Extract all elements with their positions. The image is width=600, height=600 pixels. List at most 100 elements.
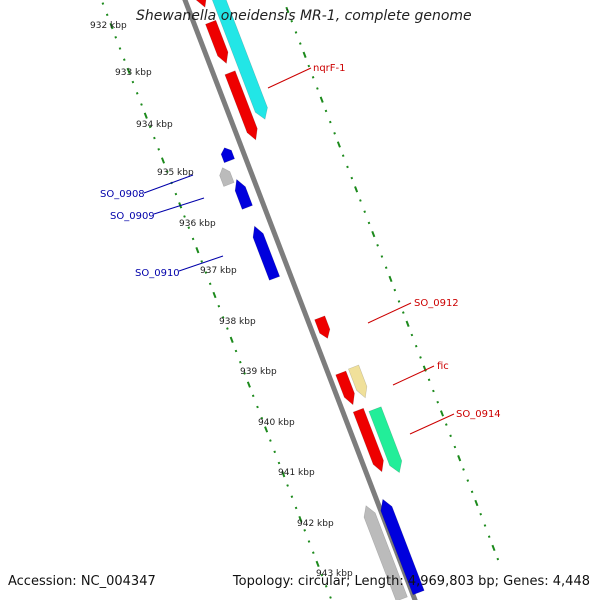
tick-mark bbox=[239, 360, 242, 364]
tick-mark bbox=[157, 148, 160, 151]
tick-mark bbox=[350, 176, 354, 180]
gene-arrow-forward bbox=[205, 19, 229, 64]
tick-mark bbox=[324, 109, 328, 113]
gene-label-leader bbox=[392, 365, 435, 386]
tick-mark bbox=[457, 455, 462, 462]
outer-tick-row bbox=[281, 0, 500, 561]
tick-mark bbox=[118, 47, 122, 50]
gene-label-leader bbox=[153, 197, 205, 215]
tick-mark bbox=[281, 471, 286, 478]
tick-mark bbox=[273, 450, 276, 454]
tick-mark bbox=[290, 19, 293, 23]
ruler-label: 942 kbp bbox=[297, 519, 334, 529]
tick-mark bbox=[226, 327, 229, 330]
gene-label-leader bbox=[178, 255, 224, 272]
tick-mark bbox=[277, 461, 281, 465]
tick-mark bbox=[445, 423, 448, 426]
tick-mark bbox=[101, 2, 105, 5]
tick-mark bbox=[191, 237, 195, 241]
tick-mark bbox=[483, 524, 487, 527]
tick-mark bbox=[402, 311, 405, 314]
tick-mark bbox=[354, 186, 359, 193]
ruler-label: 941 kbp bbox=[278, 468, 315, 478]
ruler-label: 940 kbp bbox=[258, 418, 295, 428]
tick-mark bbox=[126, 67, 131, 75]
tick-mark bbox=[114, 36, 117, 39]
tick-mark bbox=[414, 344, 418, 348]
tick-mark bbox=[302, 51, 307, 58]
accession-label: Accession: NC_004347 bbox=[8, 574, 156, 589]
tick-mark bbox=[388, 275, 393, 283]
tick-mark bbox=[208, 282, 212, 286]
tick-mark bbox=[341, 154, 345, 157]
gene-arrow-forward bbox=[314, 315, 331, 339]
tick-mark bbox=[410, 333, 414, 337]
tick-mark bbox=[312, 551, 315, 554]
tick-mark bbox=[376, 244, 379, 247]
tick-mark bbox=[251, 394, 255, 398]
gene-label-leader bbox=[367, 302, 412, 324]
ruler-label: 934 kbp bbox=[136, 120, 173, 130]
tick-mark bbox=[466, 479, 470, 482]
gene-arrow-reverse bbox=[219, 167, 235, 187]
gene-arrow-reverse bbox=[252, 225, 281, 281]
tick-mark bbox=[269, 439, 272, 442]
tick-mark bbox=[307, 64, 311, 68]
gene-label-leader bbox=[143, 174, 194, 194]
tick-mark bbox=[329, 120, 332, 124]
gene-label: SO_0912 bbox=[414, 298, 459, 309]
gene-label-leader bbox=[267, 67, 312, 89]
gene-arrow-reverse bbox=[234, 178, 253, 210]
ruler-label: 943 kbp bbox=[316, 569, 353, 579]
tick-mark bbox=[315, 560, 320, 568]
tick-mark bbox=[294, 506, 298, 510]
tick-mark bbox=[286, 484, 289, 487]
tick-mark bbox=[303, 529, 306, 532]
tick-mark bbox=[479, 512, 482, 516]
gene-label: SO_0908 bbox=[100, 189, 145, 200]
tick-mark bbox=[195, 247, 200, 254]
tick-mark bbox=[294, 31, 298, 34]
gene-arrow-forward bbox=[211, 0, 268, 120]
tick-mark bbox=[260, 416, 264, 420]
tick-mark bbox=[221, 316, 225, 319]
gene-arrow-forward bbox=[348, 364, 368, 399]
tick-mark bbox=[470, 490, 474, 494]
tick-mark bbox=[140, 103, 143, 106]
tick-mark bbox=[299, 42, 302, 45]
map-title: Shewanella oneidensis MR-1, complete gen… bbox=[136, 8, 472, 24]
tick-mark bbox=[246, 381, 251, 388]
tick-mark bbox=[256, 405, 259, 409]
tick-mark bbox=[319, 96, 324, 103]
tick-mark bbox=[359, 199, 362, 202]
gene-label-leader bbox=[409, 413, 455, 435]
gene-arrow-forward bbox=[335, 370, 355, 406]
gene-arrow-forward bbox=[195, 0, 207, 8]
gene-label: fic bbox=[437, 361, 449, 372]
gene-label: nqrF-1 bbox=[313, 63, 346, 74]
tick-mark bbox=[496, 557, 500, 561]
tick-mark bbox=[174, 192, 178, 196]
tick-mark bbox=[264, 426, 269, 433]
gene-arrow-reverse bbox=[380, 498, 425, 596]
tick-mark bbox=[135, 92, 139, 95]
tick-mark bbox=[143, 112, 148, 119]
gene-arrow-reverse bbox=[220, 147, 235, 164]
gene-arrow-forward bbox=[352, 407, 384, 473]
tick-mark bbox=[336, 141, 341, 148]
tick-mark bbox=[397, 300, 401, 303]
tick-mark bbox=[212, 291, 217, 299]
tick-mark bbox=[148, 125, 152, 129]
gene-label: SO_0914 bbox=[456, 409, 501, 420]
tick-mark bbox=[243, 372, 246, 375]
tick-mark bbox=[160, 157, 166, 164]
tick-mark bbox=[311, 76, 315, 79]
tick-mark bbox=[183, 215, 186, 218]
tick-mark bbox=[109, 22, 114, 30]
tick-mark bbox=[405, 320, 410, 327]
tick-mark bbox=[298, 515, 303, 523]
tick-mark bbox=[316, 87, 319, 90]
tick-mark bbox=[363, 210, 366, 213]
